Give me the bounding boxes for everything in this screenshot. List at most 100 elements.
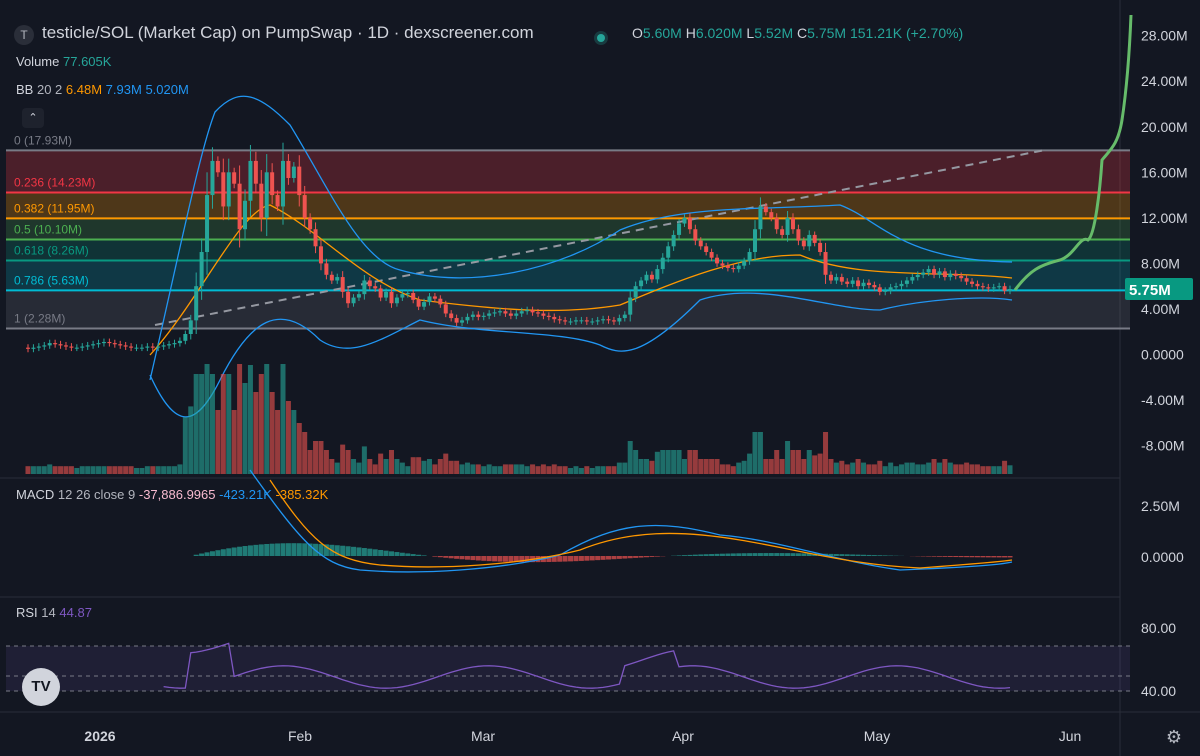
candle-body (910, 277, 915, 281)
candle-body (470, 314, 475, 317)
price-axis-tick: -8.00M (1141, 438, 1185, 454)
settings-gear-icon[interactable]: ⚙ (1165, 727, 1182, 747)
volume-bar (915, 464, 921, 474)
macd-histogram-bar (372, 549, 378, 556)
volume-bar (36, 466, 42, 474)
macd-histogram-bar (643, 556, 649, 558)
volume-bar (58, 466, 64, 474)
macd-histogram-bar (383, 550, 389, 556)
candle-body (188, 320, 193, 335)
macd-histogram-bar (709, 554, 715, 556)
volume-legend[interactable]: Volume 77.605K (16, 54, 112, 69)
macd-legend[interactable]: MACD 12 26 close 9 -37,886.9965 -423.21K… (16, 487, 329, 502)
volume-bar (850, 462, 856, 474)
macd-histogram-bar (785, 553, 791, 556)
volume-bar (296, 423, 302, 474)
candle-body (280, 160, 285, 207)
volume-bar (85, 466, 91, 474)
macd-axis-tick: 2.50M (1141, 498, 1180, 514)
volume-bar (871, 464, 877, 474)
volume-bar (101, 466, 107, 474)
collapse-chevron-icon[interactable]: ⌃ (22, 108, 44, 128)
price-axis-tick: 12.00M (1141, 210, 1188, 226)
chart-title: testicle/SOL (Market Cap) on PumpSwap · … (42, 23, 534, 42)
bb-upper-band (149, 95, 1013, 381)
rsi-axis-tick: 40.00 (1141, 683, 1176, 699)
fib-level-label: 0.382 (11.95M) (14, 201, 95, 215)
candle-body (58, 344, 63, 346)
rsi-line (163, 642, 1011, 689)
volume-bar (665, 450, 671, 474)
volume-bar (996, 466, 1002, 474)
candle-body (964, 278, 969, 282)
volume-bar (714, 459, 720, 474)
candle-body (801, 240, 806, 247)
macd-histogram-bar (882, 555, 888, 556)
time-axis-tick: Mar (471, 728, 495, 744)
volume-bar (280, 364, 286, 474)
candle-body (237, 183, 242, 230)
macd-histogram-bar (931, 556, 937, 557)
macd-histogram-bar (367, 548, 373, 556)
candle-body (514, 313, 519, 316)
volume-bar (475, 464, 481, 474)
candle-body (432, 296, 437, 299)
candle-body (454, 318, 459, 323)
volume-bar (334, 462, 340, 474)
volume-bar (687, 450, 693, 474)
bb-lower-band (149, 292, 1013, 418)
candle-body (313, 229, 318, 247)
macd-histogram-bar (345, 546, 351, 556)
macd-histogram-bar (752, 553, 758, 556)
candle-body (715, 257, 720, 264)
macd-histogram-bar (361, 548, 367, 556)
volume-bar (898, 464, 904, 474)
volume-bar (68, 466, 74, 474)
macd-histogram-bar (947, 556, 953, 557)
candle-body (850, 280, 855, 284)
macd-histogram-bar (964, 556, 970, 558)
volume-bar (611, 466, 617, 474)
volume-bar (247, 365, 253, 474)
macd-histogram-bar (285, 543, 291, 556)
macd-histogram-bar (649, 556, 655, 557)
macd-histogram-bar (323, 544, 329, 556)
candle-body (476, 314, 481, 317)
candle-body (828, 274, 833, 281)
volume-bar (893, 466, 899, 474)
volume-bar (361, 446, 367, 474)
macd-histogram-bar (470, 556, 476, 561)
macd-histogram-bar (258, 544, 264, 556)
macd-histogram-bar (801, 553, 807, 556)
volume-bar (703, 459, 709, 474)
volume-bar (519, 464, 525, 474)
candle-body (687, 217, 692, 230)
volume-bar (660, 450, 666, 474)
candle-body (226, 172, 231, 207)
volume-bar (931, 459, 937, 474)
candle-body (210, 160, 215, 196)
macd-histogram-bar (269, 543, 275, 556)
volume-bar (730, 466, 736, 474)
candle-body (660, 257, 665, 270)
candle-body (948, 273, 953, 278)
macd-histogram-bar (806, 553, 812, 556)
bb-legend[interactable]: BB 20 2 6.48M 7.93M 5.020M (16, 82, 189, 97)
candle-body (107, 341, 112, 344)
volume-bar (63, 466, 69, 474)
candle-body (373, 286, 378, 289)
candle-body (259, 183, 264, 218)
macd-histogram-bar (942, 556, 948, 557)
candle-body (1008, 289, 1012, 291)
macd-histogram-bar (747, 553, 753, 556)
macd-histogram-bar (464, 556, 470, 560)
tradingview-logo-icon[interactable]: TV (22, 668, 60, 706)
volume-bar (763, 459, 769, 474)
candle-body (818, 242, 823, 253)
rsi-legend[interactable]: RSI 14 44.87 (16, 605, 92, 620)
candle-body (400, 294, 405, 298)
candle-body (308, 217, 313, 230)
macd-histogram-bar (519, 556, 525, 563)
macd-histogram-bar (546, 556, 552, 562)
